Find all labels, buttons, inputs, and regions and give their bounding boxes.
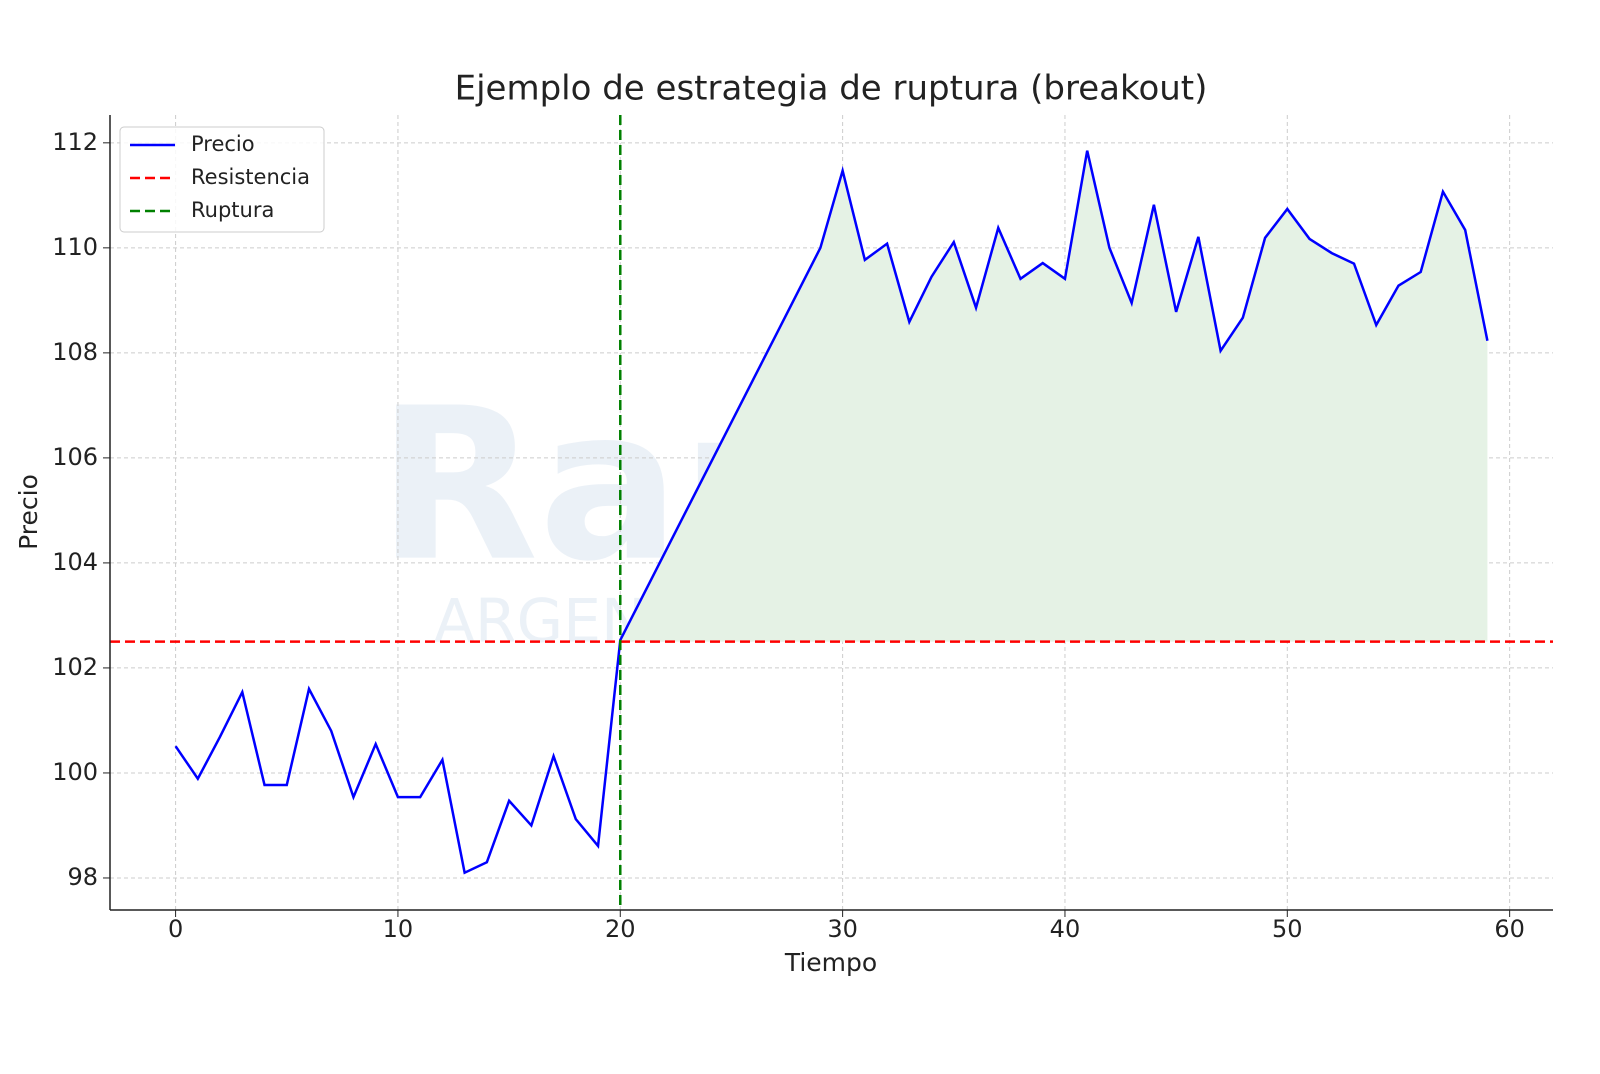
y-tick-label: 98 xyxy=(67,863,98,891)
legend-label: Ruptura xyxy=(191,198,274,222)
x-tick-label: 20 xyxy=(605,915,636,943)
y-tick-label: 104 xyxy=(52,548,98,576)
x-tick-label: 30 xyxy=(827,915,858,943)
legend-box xyxy=(119,126,325,233)
x-tick-label: 10 xyxy=(383,915,414,943)
legend-label: Resistencia xyxy=(191,165,310,189)
y-tick-label: 112 xyxy=(52,128,98,156)
y-tick-label: 110 xyxy=(52,233,98,261)
x-tick-label: 50 xyxy=(1272,915,1303,943)
y-tick-label: 100 xyxy=(52,758,98,786)
x-tick-label: 60 xyxy=(1494,915,1525,943)
x-axis-label: Tiempo xyxy=(784,948,877,977)
chart-title: Ejemplo de estrategia de ruptura (breako… xyxy=(455,69,1208,109)
legend-label: Precio xyxy=(191,132,255,156)
y-tick-label: 108 xyxy=(52,338,98,366)
legend: Precio Resistencia Ruptura xyxy=(119,126,325,233)
x-tick-label: 0 xyxy=(168,915,183,943)
y-tick-label: 102 xyxy=(52,653,98,681)
breakout-area xyxy=(620,150,1488,642)
x-tick-label: 40 xyxy=(1050,915,1081,943)
y-axis-label: Precio xyxy=(14,474,43,550)
price-line xyxy=(174,150,1489,875)
y-tick-label: 106 xyxy=(52,443,98,471)
